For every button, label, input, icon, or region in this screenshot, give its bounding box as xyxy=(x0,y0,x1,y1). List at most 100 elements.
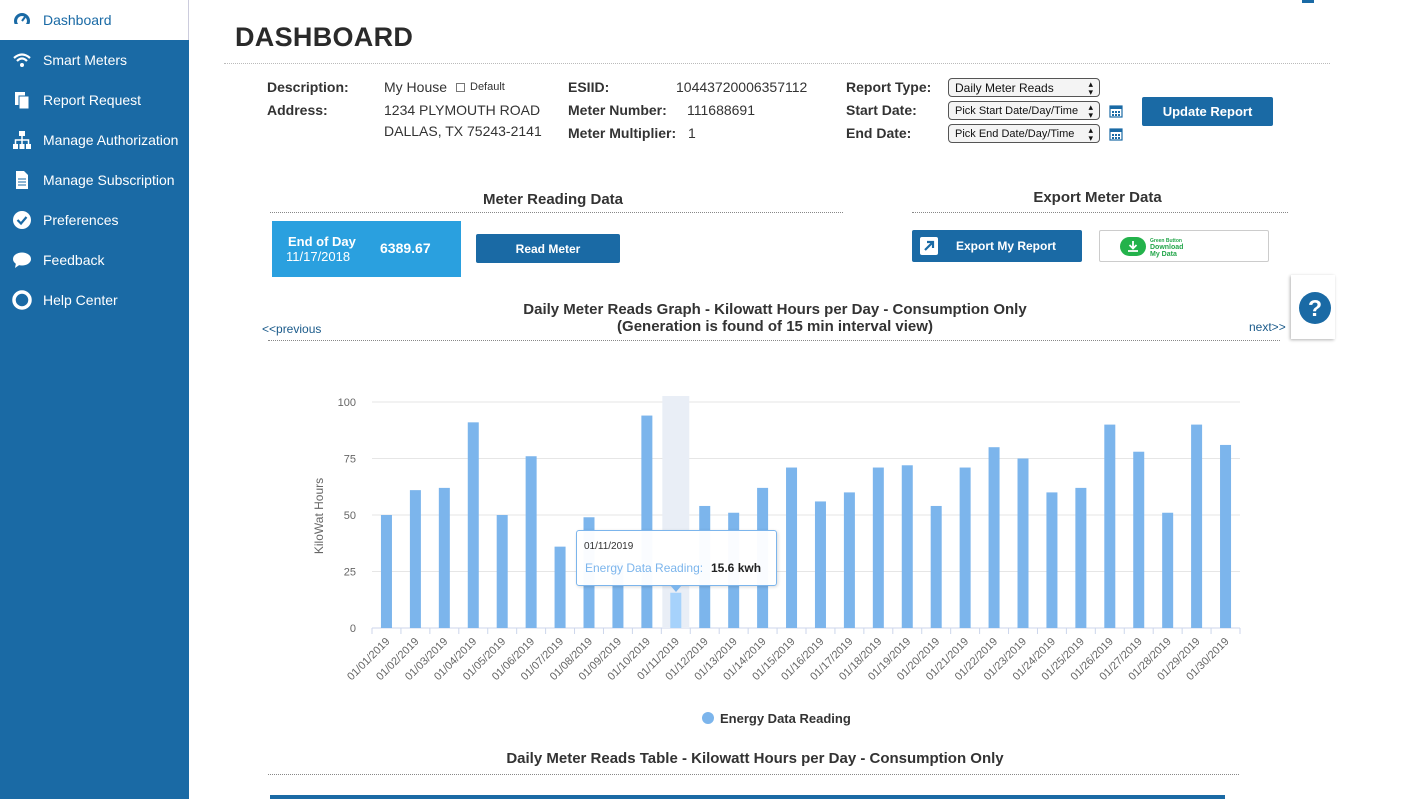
report-type-label: Report Type: xyxy=(846,79,932,95)
select-arrows-icon: ▴ ▾ xyxy=(1088,124,1093,143)
graph-title-line1: Daily Meter Reads Graph - Kilowatt Hours… xyxy=(523,301,1027,318)
dashboard-icon xyxy=(11,9,33,31)
description-label: Description: xyxy=(267,79,349,95)
sidebar-item-feedback[interactable]: Feedback xyxy=(0,240,189,280)
export-title: Export Meter Data xyxy=(1033,189,1162,206)
graph-title-line2: (Generation is found of 15 min interval … xyxy=(617,318,933,335)
sidebar-item-label: Report Request xyxy=(43,92,142,108)
graph-divider xyxy=(268,340,1280,341)
esiid-value: 10443720006357112 xyxy=(676,79,808,95)
sidebar-item-label: Smart Meters xyxy=(43,52,128,68)
green-button-text: Green Button Download My Data xyxy=(1150,238,1184,258)
bar[interactable] xyxy=(901,465,913,628)
bar[interactable] xyxy=(409,490,421,628)
bar[interactable] xyxy=(670,592,682,628)
bar[interactable] xyxy=(467,422,479,628)
address-line2: DALLAS, TX 75243-2141 xyxy=(384,123,542,139)
table-divider xyxy=(268,774,1239,775)
table-title: Daily Meter Reads Table - Kilowatt Hours… xyxy=(506,750,1004,767)
bar[interactable] xyxy=(496,515,508,628)
sidebar-item-label: Manage Authorization xyxy=(43,132,179,148)
select-arrows-icon: ▴ ▾ xyxy=(1088,101,1093,120)
report-type-value: Daily Meter Reads xyxy=(955,80,1054,95)
lifebuoy-icon xyxy=(11,289,33,311)
y-tick-label: 50 xyxy=(344,510,356,522)
next-link[interactable]: next>> xyxy=(1249,320,1286,334)
end-date-select[interactable]: Pick End Date/Day/Time ▴ ▾ xyxy=(948,124,1100,143)
title-divider xyxy=(224,63,1330,64)
bar[interactable] xyxy=(1046,492,1058,628)
bar[interactable] xyxy=(786,467,798,628)
read-meter-button[interactable]: Read Meter xyxy=(476,234,620,263)
end-calendar-icon[interactable] xyxy=(1109,127,1123,141)
sidebar-item-label: Help Center xyxy=(43,292,118,308)
help-tab[interactable]: ? xyxy=(1291,275,1335,339)
export-my-report-button[interactable]: Export My Report xyxy=(912,230,1082,262)
bar[interactable] xyxy=(1191,424,1203,628)
meter-multiplier-label: Meter Multiplier: xyxy=(568,125,677,141)
default-label: Default xyxy=(470,81,505,93)
bar[interactable] xyxy=(380,515,392,628)
bar[interactable] xyxy=(641,415,653,628)
sidebar-item-report-request[interactable]: Report Request xyxy=(0,80,189,120)
address-line1: 1234 PLYMOUTH ROAD xyxy=(384,102,541,118)
table-header-bar xyxy=(270,795,1225,799)
sidebar-item-label: Feedback xyxy=(43,252,105,268)
previous-link[interactable]: <<previous xyxy=(262,322,322,336)
document-icon xyxy=(11,169,33,191)
bar[interactable] xyxy=(959,467,971,628)
start-date-value: Pick Start Date/Day/Time xyxy=(955,104,1079,117)
meter-number-value: 111688691 xyxy=(687,102,755,118)
top-right-marker xyxy=(1302,0,1314,3)
bar[interactable] xyxy=(843,492,855,628)
external-link-icon xyxy=(920,237,938,255)
green-button-download[interactable]: Green Button Download My Data xyxy=(1099,230,1269,262)
start-date-select[interactable]: Pick Start Date/Day/Time ▴ ▾ xyxy=(948,101,1100,120)
y-axis-label: KiloWat Hours xyxy=(312,478,326,554)
y-tick-label: 25 xyxy=(344,567,356,579)
bar[interactable] xyxy=(1075,487,1087,628)
sidebar-item-smart-meters[interactable]: Smart Meters xyxy=(0,40,189,80)
bar[interactable] xyxy=(1017,458,1029,629)
sidebar-item-manage-subscription[interactable]: Manage Subscription xyxy=(0,160,189,200)
bar[interactable] xyxy=(872,467,884,628)
tooltip-pointer xyxy=(670,585,682,592)
default-checkbox[interactable] xyxy=(456,83,465,92)
meter-number-label: Meter Number: xyxy=(568,102,667,118)
bar[interactable] xyxy=(438,487,450,628)
check-circle-icon xyxy=(11,209,33,231)
sidebar: Dashboard Smart Meters Report Request Ma… xyxy=(0,0,189,799)
bar[interactable] xyxy=(612,562,624,628)
legend-label[interactable]: Energy Data Reading xyxy=(720,711,851,726)
bar[interactable] xyxy=(1133,451,1145,628)
tooltip-series: Energy Data Reading: xyxy=(585,561,704,575)
sidebar-item-help-center[interactable]: Help Center xyxy=(0,280,189,320)
help-question-icon: ? xyxy=(1299,292,1331,324)
legend-marker[interactable] xyxy=(702,712,714,724)
end-date-value: Pick End Date/Day/Time xyxy=(955,127,1075,140)
report-type-select[interactable]: Daily Meter Reads ▴ ▾ xyxy=(948,78,1100,97)
tooltip-date: 01/11/2019 xyxy=(584,541,634,552)
meter-reading-title: Meter Reading Data xyxy=(482,191,624,208)
meter-multiplier-value: 1 xyxy=(688,125,696,141)
bar[interactable] xyxy=(554,546,566,628)
bar[interactable] xyxy=(814,501,826,628)
bar[interactable] xyxy=(930,505,942,628)
sitemap-icon xyxy=(11,129,33,151)
update-report-button[interactable]: Update Report xyxy=(1142,97,1273,126)
y-tick-label: 100 xyxy=(338,397,356,409)
bar[interactable] xyxy=(525,456,537,628)
sidebar-item-preferences[interactable]: Preferences xyxy=(0,200,189,240)
bar[interactable] xyxy=(988,447,1000,628)
page-title: DASHBOARD xyxy=(235,22,414,52)
eod-label: End of Day xyxy=(288,234,356,249)
bar[interactable] xyxy=(1162,512,1174,628)
bar[interactable] xyxy=(1220,444,1232,628)
bar[interactable] xyxy=(1104,424,1116,628)
start-calendar-icon[interactable] xyxy=(1109,104,1123,118)
end-of-day-reading-box: End of Day 11/17/2018 6389.67 xyxy=(272,221,461,277)
address-label: Address: xyxy=(267,102,328,118)
sidebar-item-manage-authorization[interactable]: Manage Authorization xyxy=(0,120,189,160)
sidebar-item-dashboard[interactable]: Dashboard xyxy=(0,0,189,40)
